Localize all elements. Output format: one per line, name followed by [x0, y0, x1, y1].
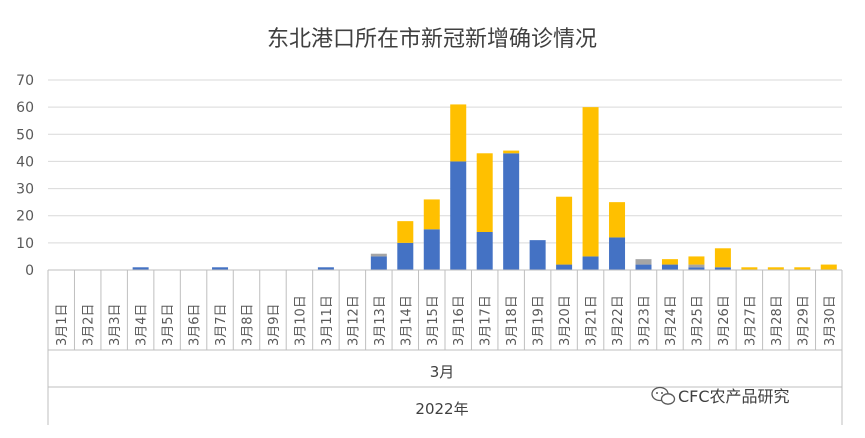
bar-segment — [370, 256, 387, 270]
x-tick-label: 3月30日 — [823, 295, 838, 346]
x-tick-label: 3月2日 — [82, 303, 97, 346]
bar-segment — [529, 240, 546, 270]
x-tick-label: 3月23日 — [638, 295, 653, 346]
bar-segment — [503, 153, 520, 270]
bar-segment — [503, 150, 520, 154]
bar-segment — [609, 202, 626, 238]
x-tick-label: 3月22日 — [611, 295, 626, 346]
bar-segment — [476, 153, 493, 232]
bar-segment — [714, 248, 731, 268]
bar-segment — [609, 237, 626, 270]
x-tick-label: 3月8日 — [241, 303, 256, 346]
x-tick-label: 3月9日 — [267, 303, 282, 346]
x-tick-label: 3月21日 — [585, 295, 600, 346]
bar-segment — [556, 196, 573, 265]
x-tick-label: 3月5日 — [161, 303, 176, 346]
y-tick-label: 70 — [16, 73, 34, 89]
x-group-year-label: 2022年 — [415, 400, 468, 418]
chart-title: 东北港口所在市新冠新增确诊情况 — [267, 27, 597, 52]
bar-segment — [317, 267, 334, 270]
x-tick-label: 3月12日 — [346, 295, 361, 346]
bar-segment — [132, 267, 149, 270]
bar-segment — [767, 267, 784, 270]
bar-segment — [582, 107, 599, 257]
y-tick-label: 20 — [16, 209, 34, 225]
bar-segment — [582, 256, 599, 270]
bar-segment — [370, 253, 387, 257]
x-group-month-label: 3月 — [430, 363, 455, 381]
x-tick-label: 3月25日 — [690, 295, 705, 346]
wechat-icon — [651, 386, 676, 405]
x-tick-label: 3月19日 — [532, 295, 547, 346]
bar-segment — [688, 256, 705, 265]
bar-segment — [212, 267, 229, 270]
x-tick-label: 3月7日 — [214, 303, 229, 346]
x-tick-label: 3月28日 — [770, 295, 785, 346]
x-tick-label: 3月18日 — [505, 295, 520, 346]
x-tick-label: 3月4日 — [135, 303, 150, 346]
x-tick-label: 3月1日 — [55, 303, 70, 346]
bar-segment — [635, 259, 652, 265]
bar-segment — [476, 232, 493, 270]
x-tick-label: 3月27日 — [743, 295, 758, 346]
axis-frame — [47, 269, 843, 425]
x-tick-label: 3月24日 — [664, 295, 679, 346]
bar-segment — [688, 267, 705, 270]
x-tick-label: 3月26日 — [717, 295, 732, 346]
bar-segment — [423, 229, 440, 270]
watermark-text: CFC农产品研究 — [678, 387, 790, 406]
x-tick-label: 3月3日 — [108, 303, 123, 346]
bars — [132, 104, 837, 270]
x-tick-label: 3月20日 — [558, 295, 573, 346]
bar-segment — [794, 267, 811, 270]
bar-segment — [450, 161, 467, 270]
x-tick-label: 3月14日 — [399, 295, 414, 346]
gridlines — [48, 79, 842, 244]
bar-segment — [714, 267, 731, 270]
bar-segment — [397, 242, 414, 270]
y-tick-label: 0 — [25, 263, 34, 279]
x-tick-label: 3月13日 — [373, 295, 388, 346]
y-tick-label: 30 — [16, 182, 34, 198]
x-tick-label: 3月29日 — [796, 295, 811, 346]
bar-segment — [556, 264, 573, 270]
watermark: CFC农产品研究 — [651, 386, 790, 406]
y-tick-label: 10 — [16, 236, 34, 252]
x-axis-ticks: 3月1日 3月2日 3月3日 3月4日 3月5日 3月6日 3月7日 3月8日 3月9日 3月10… — [55, 295, 838, 346]
x-tick-label: 3月17日 — [479, 295, 494, 346]
x-tick-label: 3月10日 — [293, 295, 308, 346]
y-tick-label: 40 — [16, 154, 34, 170]
y-tick-label: 50 — [16, 127, 34, 143]
bar-segment — [661, 264, 678, 270]
y-tick-label: 60 — [16, 100, 34, 116]
bar-segment — [635, 264, 652, 270]
x-tick-label: 3月16日 — [452, 295, 467, 346]
bar-segment — [661, 259, 678, 265]
bar-segment — [688, 264, 705, 268]
x-tick-label: 3月15日 — [426, 295, 441, 346]
x-tick-label: 3月6日 — [188, 303, 203, 346]
bar-segment — [397, 221, 414, 243]
bar-segment — [741, 267, 758, 270]
bar-segment — [450, 104, 467, 162]
x-tick-label: 3月11日 — [320, 295, 335, 346]
bar-segment — [820, 264, 837, 270]
bar-segment — [423, 199, 440, 230]
y-axis-ticks: 0 10 20 30 40 50 60 70 — [16, 73, 34, 279]
